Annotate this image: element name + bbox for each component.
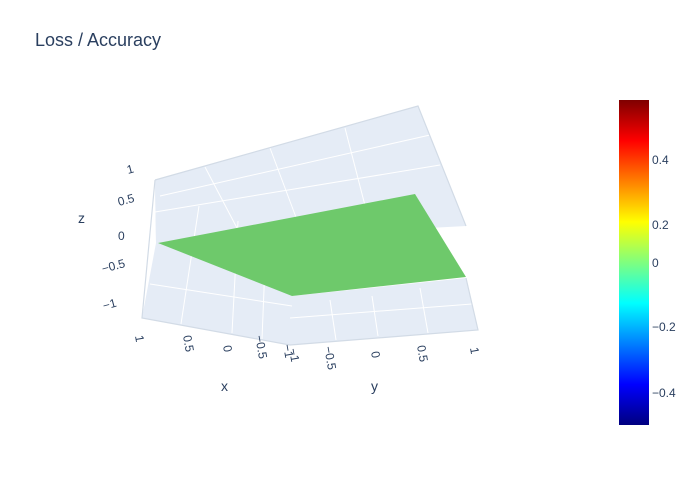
gridline: [204, 166, 238, 229]
colorbar-tick-label: −0.4: [652, 386, 676, 400]
x-axis-ticks: 1 0.5 0 −0.5 −1: [132, 334, 296, 360]
gridline: [329, 299, 337, 341]
y-tick-label: −0.5: [321, 345, 339, 371]
scene-edges: [141, 105, 479, 346]
colorbar-tick-label: −0.2: [652, 320, 676, 334]
z-tick-label: −1: [101, 296, 118, 313]
x-tick-label: 0.5: [180, 334, 197, 353]
gridline: [159, 134, 431, 197]
z-tick-label: 0.5: [116, 191, 136, 209]
gridline: [371, 295, 379, 337]
gridline: [289, 303, 473, 319]
chart-title: Loss / Accuracy: [35, 30, 161, 50]
surface-plane: [158, 194, 466, 296]
z-tick-label: 0: [118, 229, 125, 243]
y-axis-ticks: −1 −0.5 0 0.5 1: [286, 344, 482, 371]
colorbar-tick-label: 0.2: [652, 218, 669, 232]
colorbar-tick-label: 0: [652, 256, 659, 270]
y-axis-title: y: [371, 378, 378, 394]
y-tick-label: 1: [467, 346, 482, 355]
x-tick-label: 0: [220, 344, 235, 353]
gridline: [154, 164, 441, 213]
x-axis-title: x: [221, 378, 228, 394]
z-axis-title: z: [78, 210, 85, 226]
x-tick-label: 1: [132, 334, 147, 343]
y-tick-label: 0.5: [414, 344, 431, 363]
colorbar-tick-label: 0.4: [652, 153, 669, 167]
pane-edge: [154, 105, 467, 227]
floor-pane: [142, 278, 478, 345]
y-tick-label: 0: [368, 350, 383, 359]
z-tick-label: 1: [125, 162, 135, 177]
gridline: [419, 287, 429, 334]
colorbar-ticks: 0.4 0.2 0 −0.2 −0.4: [652, 153, 676, 400]
pane-edge: [141, 179, 479, 346]
z-tick-label: −0.5: [100, 256, 127, 276]
x-tick-label: −0.5: [252, 334, 270, 360]
colorbar: [619, 100, 649, 425]
y-tick-label: −1: [286, 347, 302, 363]
gridline: [149, 283, 293, 307]
gridline: [180, 205, 200, 325]
z-axis-ticks: 1 0.5 0 −0.5 −1: [100, 162, 136, 313]
x-tick-label: −1: [280, 343, 296, 359]
gridline: [269, 147, 301, 229]
